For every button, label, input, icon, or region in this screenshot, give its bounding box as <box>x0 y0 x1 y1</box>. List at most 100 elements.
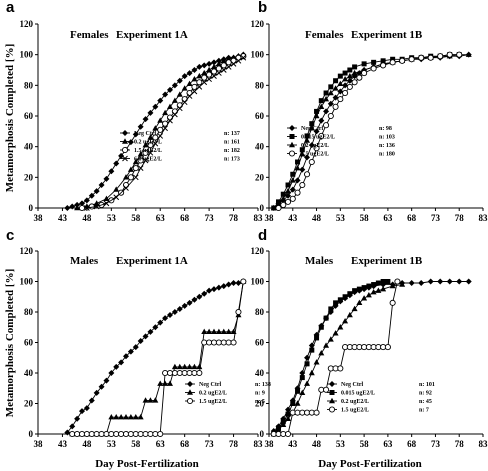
data-point <box>327 112 334 120</box>
data-point <box>456 51 463 58</box>
data-point <box>313 145 320 152</box>
data-point <box>275 204 282 212</box>
panel-title-sex: Females <box>305 29 344 41</box>
data-point <box>118 359 125 366</box>
data-point <box>285 187 292 194</box>
data-point <box>352 64 358 70</box>
data-point <box>64 205 71 211</box>
x-tick-label: 58 <box>360 439 370 449</box>
y-tick-label: 100 <box>251 50 265 60</box>
data-point <box>74 415 81 422</box>
data-point <box>337 73 343 79</box>
data-point <box>309 347 315 353</box>
data-point <box>201 79 208 86</box>
legend-label: Neg Ctrl <box>341 382 363 388</box>
y-tick-label: 60 <box>255 111 265 121</box>
legend-marker <box>329 390 335 395</box>
data-point <box>333 300 339 306</box>
data-point <box>225 59 232 66</box>
data-point <box>313 128 320 135</box>
data-point <box>181 73 188 80</box>
data-point <box>201 62 208 69</box>
x-tick-label: 63 <box>156 439 166 449</box>
data-point <box>206 339 213 346</box>
data-point <box>167 86 173 93</box>
data-point <box>385 279 391 284</box>
data-point <box>327 89 334 96</box>
data-point <box>166 369 174 377</box>
data-point <box>191 369 198 377</box>
data-point <box>356 286 362 292</box>
data-point <box>465 278 472 285</box>
legend-n: n: 45 <box>419 399 432 405</box>
data-point <box>142 333 149 340</box>
data-point <box>347 67 353 73</box>
data-point <box>327 100 334 107</box>
x-tick-label: 73 <box>205 213 215 223</box>
y-tick-label: 0 <box>29 203 34 213</box>
x-tick-label: 38 <box>34 439 44 449</box>
legend-label: 1.5 ugE2/L <box>134 148 162 154</box>
data-point <box>408 280 415 287</box>
data-point <box>295 159 301 165</box>
data-point <box>399 281 406 287</box>
panel-title-experiment: Experiment 1B <box>351 255 423 267</box>
data-point <box>157 97 164 104</box>
x-tick-label: 68 <box>180 439 190 449</box>
data-point <box>337 365 344 372</box>
data-point <box>147 134 154 140</box>
data-point <box>211 328 217 335</box>
data-point <box>342 317 349 324</box>
y-tick-label: 120 <box>20 246 34 256</box>
data-point <box>327 336 334 342</box>
data-point <box>147 142 154 149</box>
data-point <box>299 166 306 173</box>
y-tick-label: 60 <box>24 338 34 348</box>
y-axis-label-top: Metamorphosis Completed [%] <box>4 44 16 192</box>
legend-marker <box>122 138 128 144</box>
panel-c: c 0 20 40 60 80 100 120 38 43 48 53 58 63 68 73 78 83 Male… <box>6 227 271 449</box>
data-point <box>162 380 169 386</box>
data-point <box>157 126 164 133</box>
x-tick-label: 48 <box>312 213 322 223</box>
data-point <box>122 430 130 438</box>
data-point <box>84 205 90 211</box>
y-tick-label: 40 <box>255 142 265 152</box>
y-tick-label: 80 <box>255 307 265 317</box>
data-point <box>132 165 139 172</box>
data-point <box>351 69 358 76</box>
data-point <box>225 328 232 335</box>
data-point <box>162 125 168 132</box>
data-point <box>356 299 363 306</box>
data-point <box>137 123 144 130</box>
y-tick-label: 120 <box>251 246 265 256</box>
data-point <box>346 83 353 90</box>
data-point <box>220 62 227 69</box>
data-point <box>418 280 425 287</box>
x-tick-label: 38 <box>265 213 275 223</box>
data-point <box>132 414 139 420</box>
data-point <box>211 63 217 70</box>
data-point <box>123 185 129 191</box>
data-point <box>314 335 320 341</box>
data-point <box>323 342 330 348</box>
data-point <box>220 339 227 346</box>
legend-n: n: 5 <box>255 399 265 405</box>
panel-letter: a <box>6 0 15 16</box>
x-tick-label: 43 <box>288 439 298 449</box>
panel-a: a 0 20 40 60 80 100 120 38 43 48 53 58 63 68 73 78 83 Fema… <box>6 0 263 223</box>
data-point <box>83 430 90 438</box>
data-point <box>157 430 164 438</box>
data-point <box>318 324 324 330</box>
data-point <box>201 290 208 297</box>
data-point <box>152 125 159 131</box>
data-point <box>152 134 159 141</box>
x-tick-label: 53 <box>336 439 346 449</box>
panel-b: b 0 20 40 60 80 100 120 38 43 48 53 58 63 68 73 78 83 Fema… <box>251 0 488 223</box>
x-tick-label: 83 <box>254 213 264 223</box>
series-circle <box>275 51 463 212</box>
x-tick-label: 83 <box>254 439 264 449</box>
data-point <box>352 288 358 294</box>
data-point <box>196 84 203 90</box>
